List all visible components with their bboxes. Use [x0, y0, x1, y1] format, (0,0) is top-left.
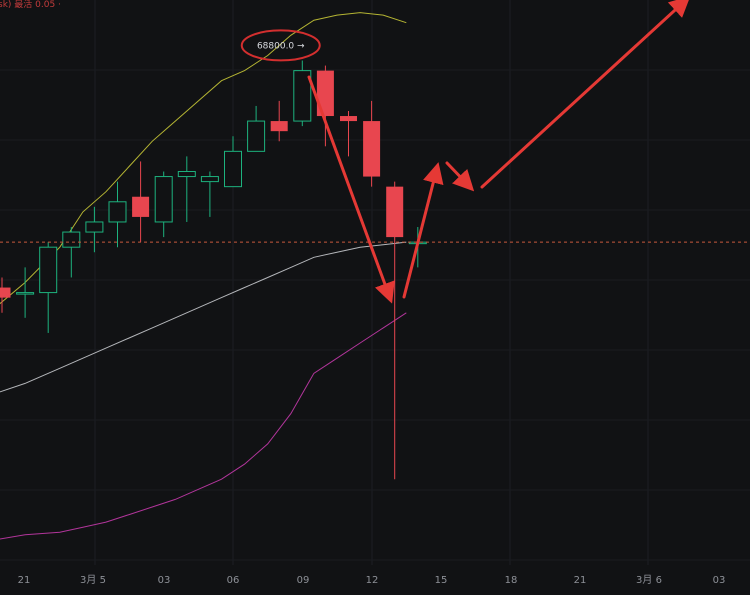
x-axis-tick-label: 15	[435, 575, 448, 586]
x-axis-tick-label: 21	[574, 575, 587, 586]
chart-grid	[0, 0, 750, 565]
candle	[293, 60, 312, 127]
candle	[132, 161, 150, 243]
candle-body-down	[270, 121, 288, 132]
red-arrow	[402, 162, 444, 299]
candle	[224, 136, 242, 188]
x-axis-tick-label: 03	[713, 575, 726, 586]
x-axis-tick-label: 3月 5	[80, 574, 106, 586]
x-axis-tick-label: 03	[158, 575, 171, 586]
moving-average-lines	[0, 12, 407, 540]
candle-body-down	[0, 287, 11, 298]
x-axis-tick-label: 3月 6	[636, 574, 662, 586]
annotation-price-label: 68800.0 →	[257, 41, 305, 51]
annotations: 68800.0 →	[240, 29, 321, 62]
candle-body-up	[85, 221, 104, 233]
x-axis-tick-label: 06	[227, 575, 240, 586]
chart-header-fragment: sk) 最活 0.05 ·	[0, 0, 61, 10]
candle-body-up	[154, 176, 173, 223]
candle-body-up	[177, 171, 196, 178]
candle-body-up	[62, 231, 81, 248]
x-axis: 21 3月 5 03 06 09 12 15 18 21 3月 6 03	[18, 574, 726, 586]
candle-body-up	[200, 176, 219, 183]
x-axis-tick-label: 21	[18, 575, 31, 586]
candle	[108, 181, 127, 248]
moving-average-line-3	[0, 312, 407, 540]
candle-body-down	[132, 196, 150, 217]
candle-body-up	[108, 201, 127, 223]
annotation-ellipse	[240, 29, 321, 62]
candle	[316, 65, 334, 147]
candles	[0, 60, 427, 480]
candle-body-up	[293, 70, 312, 122]
candle	[85, 206, 104, 253]
candle	[0, 277, 11, 313]
candle-body-down	[340, 116, 357, 122]
candle-body-up	[224, 150, 242, 188]
candle	[62, 227, 81, 278]
candle-body-down	[386, 186, 404, 238]
candle-body-up	[247, 120, 266, 152]
candle	[340, 110, 357, 157]
candle	[270, 100, 288, 142]
red-arrow	[480, 0, 691, 189]
candle-body-up	[39, 246, 58, 294]
red-arrow	[445, 161, 475, 192]
candle	[247, 105, 266, 152]
candle	[39, 242, 58, 333]
candle-body-up	[16, 292, 35, 295]
candle-body-down	[316, 70, 334, 117]
x-axis-tick-label: 09	[297, 575, 310, 586]
red-arrow	[307, 75, 395, 304]
candle	[200, 171, 219, 217]
candle	[16, 267, 35, 318]
x-axis-tick-label: 18	[505, 575, 518, 586]
candle	[386, 181, 404, 480]
candle-body-down	[363, 121, 381, 177]
candle	[177, 156, 196, 222]
moving-average-line-1	[0, 12, 407, 305]
x-axis-tick-label: 12	[366, 575, 379, 586]
moving-average-line-2	[0, 241, 407, 393]
arrows	[307, 0, 691, 304]
candle	[154, 171, 173, 238]
candle	[363, 100, 381, 187]
